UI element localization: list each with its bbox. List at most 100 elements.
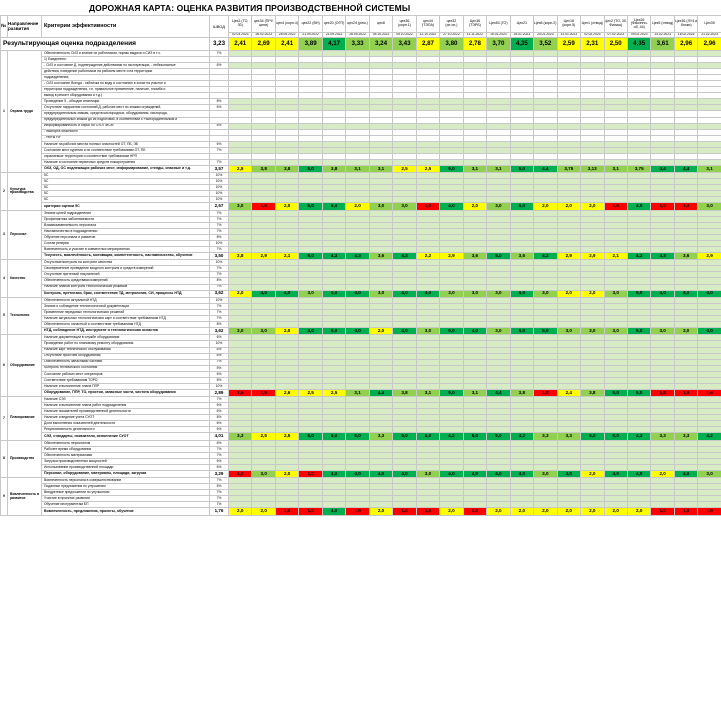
section-score: 3,0 — [486, 327, 511, 336]
section-score: 1,0 — [650, 507, 675, 516]
section-score: 4,0 — [462, 469, 488, 479]
section-score: 3,3 — [673, 432, 699, 441]
column-header-name: Цех26 (Фасонно- об, 44) — [626, 15, 652, 33]
section-score: 4,0 — [345, 469, 370, 479]
section-score: 2,0 — [227, 507, 253, 516]
section-score: 3,1 — [415, 388, 441, 398]
column-header-name: Цех5 (отвод) — [650, 15, 675, 33]
summary-score: 4,35 — [509, 37, 535, 51]
section-score: 2,0 — [533, 507, 558, 516]
section-result-text: ОХЗ, ОД, ОС подлежащих рабочих мест, инф… — [41, 164, 210, 174]
criterion-row: 3 Персонал Знание целей подразделения 7% — [0, 209, 721, 261]
section-score: 2,9 — [439, 252, 464, 261]
assessment-table: № Направление развития Критерии эффектив… — [0, 15, 721, 516]
section-score: 3,75 — [626, 164, 652, 174]
section-score: 4,0 — [251, 289, 276, 298]
section-score: 3,13 — [580, 164, 605, 174]
section-score: 2,0 — [462, 202, 488, 211]
section-score: 1,0 — [462, 507, 488, 516]
section-score: 2,5 — [274, 432, 300, 441]
section-result-row: Контроль, претензии, брак, соответствие … — [1, 289, 721, 298]
section-score: 4,0 — [673, 289, 699, 298]
section-score: 4,0 — [486, 469, 511, 479]
section-score: 3,0 — [697, 202, 721, 211]
section-score: 4,0 — [626, 202, 652, 211]
section-score: 2,1 — [274, 252, 300, 261]
section-result-row: Вовлеченность, предложения, проекты, обу… — [1, 507, 721, 516]
section-name: Технология — [7, 296, 42, 336]
section-number: 5 — [0, 296, 8, 336]
summary-score: 4,17 — [321, 37, 347, 51]
criterion-row: Участие в проектах развития 7% — [1, 495, 721, 503]
section-number: 1 — [0, 49, 8, 174]
section-score: 2,5 — [415, 164, 441, 174]
section-score: 5,0 — [345, 432, 370, 441]
section-score: 3,0 — [533, 289, 558, 298]
section-score: 4,0 — [392, 327, 417, 336]
section-score: 4,3 — [392, 252, 417, 261]
column-header-name: Цех36 (ТЭРБ) — [462, 15, 488, 33]
section-result-row: Персонал, оборудование, материалы, площа… — [1, 469, 721, 479]
section-result-row: НТД, соблюдение НТД, инструмент и технол… — [1, 327, 721, 336]
section-score: 2,9 — [556, 252, 582, 261]
criterion-row: Наличие и состояние первичных средств по… — [1, 158, 721, 166]
section-score: 1,6 — [227, 388, 253, 398]
section-score: 3,8 — [321, 164, 347, 174]
section-score: 4,0 — [462, 327, 488, 336]
section-score: 3,3 — [533, 432, 558, 441]
section-score: 5,0 — [298, 164, 323, 174]
section-score: 4,4 — [673, 164, 699, 174]
column-header-name: Цех2 (ТО, 30) — [227, 15, 253, 33]
section-score: 2,0 — [368, 327, 394, 336]
section-score: 1,0 — [274, 507, 300, 516]
summary-title: Результирующая оценка подразделения — [0, 37, 210, 51]
summary-score: 2,96 — [673, 37, 699, 51]
criterion-row: 2 Культура производства 5С 10% — [0, 172, 721, 211]
section-score: 2,5 — [321, 388, 347, 398]
section-score: 4,0 — [673, 469, 699, 479]
section-score: 3,6 — [462, 252, 488, 261]
section-score: 2,5 — [298, 388, 323, 398]
criterion-row: территории подразделения, т.е. правильно… — [1, 86, 721, 94]
section-score: 3,0 — [298, 289, 323, 298]
section-score: 5,0 — [533, 327, 558, 336]
section-score: 4,4 — [533, 164, 558, 174]
section-score: 3,3 — [650, 432, 675, 441]
section-score: 3,0 — [486, 289, 511, 298]
section-score: 5,0 — [509, 202, 535, 211]
section-score: 5,0 — [439, 164, 464, 174]
section-score: 2,6 — [274, 388, 300, 398]
summary-score: 3,89 — [298, 37, 323, 51]
section-result-value: 3,62 — [209, 327, 229, 336]
section-score: 1,0 — [345, 507, 370, 516]
criterion-row: Знание и соблюдение технологической доку… — [1, 302, 721, 310]
section-score: 2,9 — [580, 252, 605, 261]
section-score: 2,5 — [227, 164, 253, 174]
section-score: 1,0 — [603, 202, 628, 211]
criterion-row: Отсутствие простоев оборудования 6% — [1, 352, 721, 360]
section-result-value: 3,50 — [209, 252, 229, 261]
section-score: 4,2 — [509, 432, 535, 441]
section-result-text: СЭЗ, стандарты, показатели, исполнение С… — [41, 432, 210, 441]
section-number: 8 — [0, 439, 8, 479]
section-score: 1,0 — [227, 469, 253, 479]
section-score: 3,1 — [345, 164, 370, 174]
section-score: 3,0 — [227, 327, 253, 336]
section-score: 3,0 — [415, 469, 441, 479]
section-number: 6 — [0, 334, 8, 398]
section-score: 2,0 — [227, 289, 253, 298]
section-number: 9 — [0, 477, 8, 516]
section-score: 4,4 — [486, 388, 511, 398]
section-score: 5,0 — [439, 388, 464, 398]
section-score: 5,0 — [486, 432, 511, 441]
section-score: 3,0 — [580, 327, 605, 336]
criterion-row: Наличие актуальных технологических карт … — [1, 315, 721, 323]
section-score: 1,9 — [673, 388, 699, 398]
section-score: 5,0 — [626, 388, 652, 398]
column-header-name: Цех8 (корп.2) — [533, 15, 558, 33]
section-score: 5,0 — [321, 202, 347, 211]
criterion-row: Проведение работ по плановому ремонту об… — [1, 340, 721, 348]
section-score: 1,0 — [298, 469, 323, 479]
section-score: 3,1 — [462, 388, 488, 398]
